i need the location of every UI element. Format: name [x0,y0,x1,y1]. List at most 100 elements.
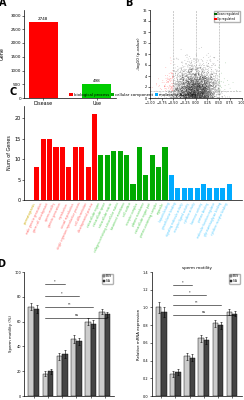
Point [189,81,193,88]
Point [186,93,190,99]
Point [201,89,205,96]
Point [184,80,188,86]
Point [202,86,205,92]
Point [191,89,195,96]
Point [179,94,183,100]
Point [203,88,207,95]
Point [187,78,191,85]
Point [192,94,196,100]
Point [176,67,180,74]
Point [206,79,210,85]
Point [191,64,195,70]
Point [210,89,214,96]
Point [212,84,215,90]
Point [183,88,187,94]
Point [203,78,207,85]
Point [189,84,193,90]
Point [203,75,207,82]
Point [200,90,204,96]
Point [190,92,194,98]
Point [215,67,219,73]
Point [191,91,195,97]
Point [193,88,197,95]
Point [202,70,205,76]
Point [209,93,213,99]
Point [179,65,183,71]
Point [171,87,175,93]
Point [167,76,171,83]
Point [204,93,208,99]
Bar [43,374,48,396]
Point [209,80,213,87]
Point [174,69,178,75]
Point [211,94,214,101]
Point [213,90,216,96]
Point [189,94,193,100]
Point [197,70,201,76]
Point [208,94,212,100]
Point [205,86,209,93]
Point [170,88,174,95]
Point [204,94,208,100]
Point [187,90,191,96]
Point [201,86,205,92]
Point [189,67,193,73]
Point [200,85,203,92]
Point [175,86,179,92]
Point [169,93,173,99]
Point [184,92,188,98]
Point [198,86,202,92]
Point [207,89,211,96]
Point [196,85,200,92]
Text: glycosaminoglycan binding: glycosaminoglycan binding [203,202,223,238]
Point [205,75,209,82]
Point [178,72,182,78]
Point [186,78,190,85]
Point [188,66,192,72]
Point [184,92,188,99]
Point [204,77,208,83]
Point [212,81,216,88]
Point [212,91,216,97]
Point [199,86,203,92]
Point [199,89,203,95]
Point [206,92,210,98]
Point [171,84,175,90]
Point [202,86,205,93]
Point [180,76,183,82]
Point [182,80,185,86]
Point [187,81,191,87]
Point [198,75,202,81]
Point [200,92,204,98]
Point [177,80,181,86]
Point [194,84,198,91]
Point [194,82,198,88]
Point [187,94,191,100]
Point [213,89,216,96]
Point [193,76,197,83]
Point [194,85,198,92]
Point [185,84,189,90]
Point [191,88,194,95]
Point [198,90,202,97]
Point [176,76,180,82]
Point [203,84,207,91]
Point [173,88,177,94]
Point [209,88,213,95]
Point [181,74,184,81]
Point [183,93,187,100]
Point [179,88,183,95]
Point [200,84,204,91]
Point [181,94,185,100]
Point [168,74,172,80]
Point [189,92,193,99]
Point [196,78,200,84]
Point [203,88,207,94]
Point [197,84,201,91]
Point [188,81,192,87]
Point [191,66,195,72]
Point [207,82,211,89]
Point [192,63,196,69]
Point [206,72,210,79]
Point [203,85,207,91]
